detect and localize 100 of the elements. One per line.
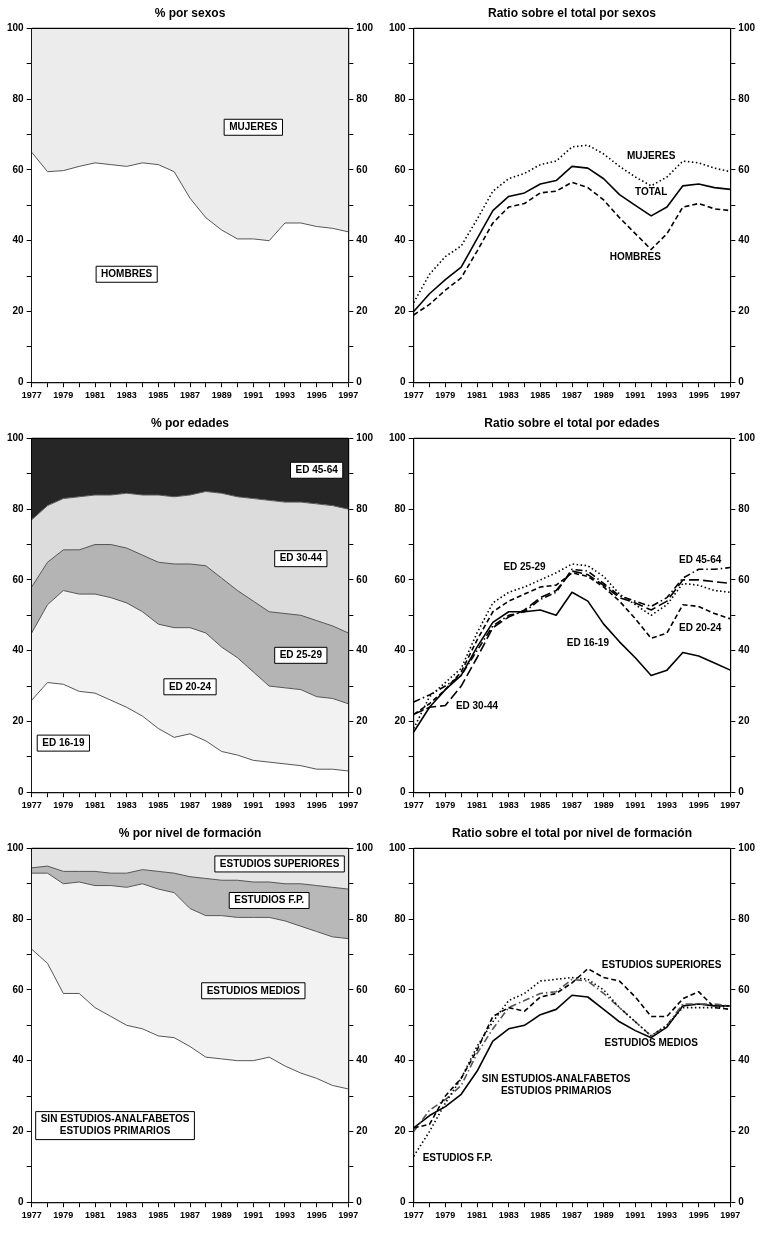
x-tick-label: 1977	[403, 390, 424, 401]
y2-tick-label: 20	[356, 715, 368, 727]
x-tick-label: 1993	[656, 800, 677, 811]
y2-tick-label: 0	[738, 1195, 745, 1207]
y-tick-label: 80	[12, 502, 25, 514]
series-label: ED 30-44	[279, 552, 323, 564]
x-tick-label: 1989	[593, 1210, 614, 1221]
y2-tick-label: 40	[356, 234, 368, 246]
series-label: SIN ESTUDIOS-ANALFABETOS ESTUDIOS PRIMARIOS	[40, 1113, 190, 1137]
y-tick-label: 20	[394, 305, 407, 317]
series-label: ED 45-64	[679, 553, 722, 565]
y-tick-label: 0	[400, 785, 407, 797]
x-tick-label: 1995	[688, 800, 709, 811]
x-tick-label: 1979	[435, 1210, 456, 1221]
x-tick-label: 1995	[306, 1210, 327, 1221]
chart-title: % por sexos	[154, 5, 226, 20]
x-tick-label: 1981	[85, 390, 106, 401]
y2-tick-label: 40	[738, 644, 750, 656]
x-tick-label: 1993	[274, 1210, 295, 1221]
series-label: ED 20-24	[168, 680, 212, 692]
y-tick-label: 20	[12, 305, 25, 317]
y2-tick-label: 40	[356, 1054, 368, 1066]
y2-tick-label: 100	[356, 22, 374, 34]
x-tick-label: 1989	[211, 390, 232, 401]
series-label: ED 25-29	[279, 649, 323, 661]
x-tick-label: 1985	[530, 800, 551, 811]
series-label: ESTUDIOS SUPERIORES	[219, 857, 340, 869]
y2-tick-label: 40	[738, 1054, 750, 1066]
chart-title: Ratio sobre el total por edades	[484, 415, 661, 430]
y2-tick-label: 20	[738, 305, 750, 317]
y-tick-label: 40	[12, 1054, 25, 1066]
y2-tick-label: 60	[356, 573, 368, 585]
y-tick-label: 40	[12, 234, 25, 246]
x-tick-label: 1985	[148, 1210, 169, 1221]
y2-tick-label: 40	[356, 644, 368, 656]
y2-tick-label: 60	[356, 163, 368, 175]
x-tick-label: 1993	[656, 1210, 677, 1221]
series-label: TOTAL	[634, 186, 668, 198]
series-label: MUJERES	[229, 121, 278, 133]
y-tick-label: 80	[394, 912, 407, 924]
x-tick-label: 1993	[274, 800, 295, 811]
x-tick-label: 1981	[467, 800, 488, 811]
x-tick-label: 1979	[53, 390, 74, 401]
series-label: ESTUDIOS F.P.	[234, 894, 305, 906]
x-tick-label: 1977	[403, 1210, 424, 1221]
y2-tick-label: 0	[356, 1195, 363, 1207]
x-tick-label: 1995	[688, 1210, 709, 1221]
x-tick-label: 1981	[85, 1210, 106, 1221]
x-tick-label: 1997	[338, 390, 359, 401]
y2-tick-label: 80	[356, 502, 368, 514]
x-tick-label: 1987	[179, 800, 201, 811]
y-tick-label: 60	[12, 573, 25, 585]
y2-tick-label: 60	[738, 573, 750, 585]
y-tick-label: 40	[394, 644, 407, 656]
x-tick-label: 1983	[498, 390, 519, 401]
y-tick-label: 40	[394, 234, 407, 246]
y-tick-label: 100	[389, 22, 407, 34]
y-tick-label: 0	[400, 1195, 407, 1207]
y2-tick-label: 80	[356, 92, 368, 104]
series-label: ESTUDIOS MEDIOS	[206, 984, 301, 996]
x-tick-label: 1989	[593, 800, 614, 811]
y-tick-label: 100	[7, 22, 25, 34]
x-tick-label: 1977	[21, 1210, 42, 1221]
x-tick-label: 1981	[467, 1210, 488, 1221]
y-tick-label: 80	[394, 92, 407, 104]
x-tick-label: 1977	[21, 800, 42, 811]
y2-tick-label: 0	[738, 375, 745, 387]
x-tick-label: 1991	[243, 800, 264, 811]
y-tick-label: 20	[394, 1125, 407, 1137]
series-label: ED 16-19	[566, 637, 610, 649]
x-tick-label: 1985	[148, 800, 169, 811]
x-tick-label: 1983	[498, 1210, 519, 1221]
x-tick-label: 1991	[243, 390, 264, 401]
y-tick-label: 60	[394, 983, 407, 995]
x-tick-label: 1981	[85, 800, 106, 811]
y-tick-label: 80	[394, 502, 407, 514]
series-label: ESTUDIOS SUPERIORES	[601, 959, 722, 971]
series-label: SIN ESTUDIOS-ANALFABETOS ESTUDIOS PRIMARIOS	[481, 1073, 631, 1097]
x-tick-label: 1997	[720, 800, 741, 811]
series-label: HOMBRES	[609, 250, 662, 262]
y-tick-label: 80	[12, 912, 25, 924]
y2-tick-label: 60	[356, 983, 368, 995]
y-tick-label: 40	[12, 644, 25, 656]
series-label: HOMBRES	[101, 268, 153, 280]
x-tick-label: 1987	[561, 390, 583, 401]
y-tick-label: 0	[400, 375, 407, 387]
y2-tick-label: 20	[356, 1125, 368, 1137]
x-tick-label: 1985	[530, 390, 551, 401]
x-tick-label: 1997	[338, 1210, 359, 1221]
y2-tick-label: 60	[738, 163, 750, 175]
y-tick-label: 20	[12, 1125, 25, 1137]
x-tick-label: 1977	[21, 390, 42, 401]
y2-tick-label: 20	[356, 305, 368, 317]
x-tick-label: 1991	[625, 1210, 646, 1221]
x-tick-label: 1989	[211, 1210, 232, 1221]
y2-tick-label: 0	[738, 785, 745, 797]
y2-tick-label: 100	[738, 842, 756, 854]
y2-tick-label: 100	[356, 432, 374, 444]
chart-title: % por edades	[150, 415, 230, 430]
chart-title: Ratio sobre el total por nivel de formación	[451, 825, 693, 840]
